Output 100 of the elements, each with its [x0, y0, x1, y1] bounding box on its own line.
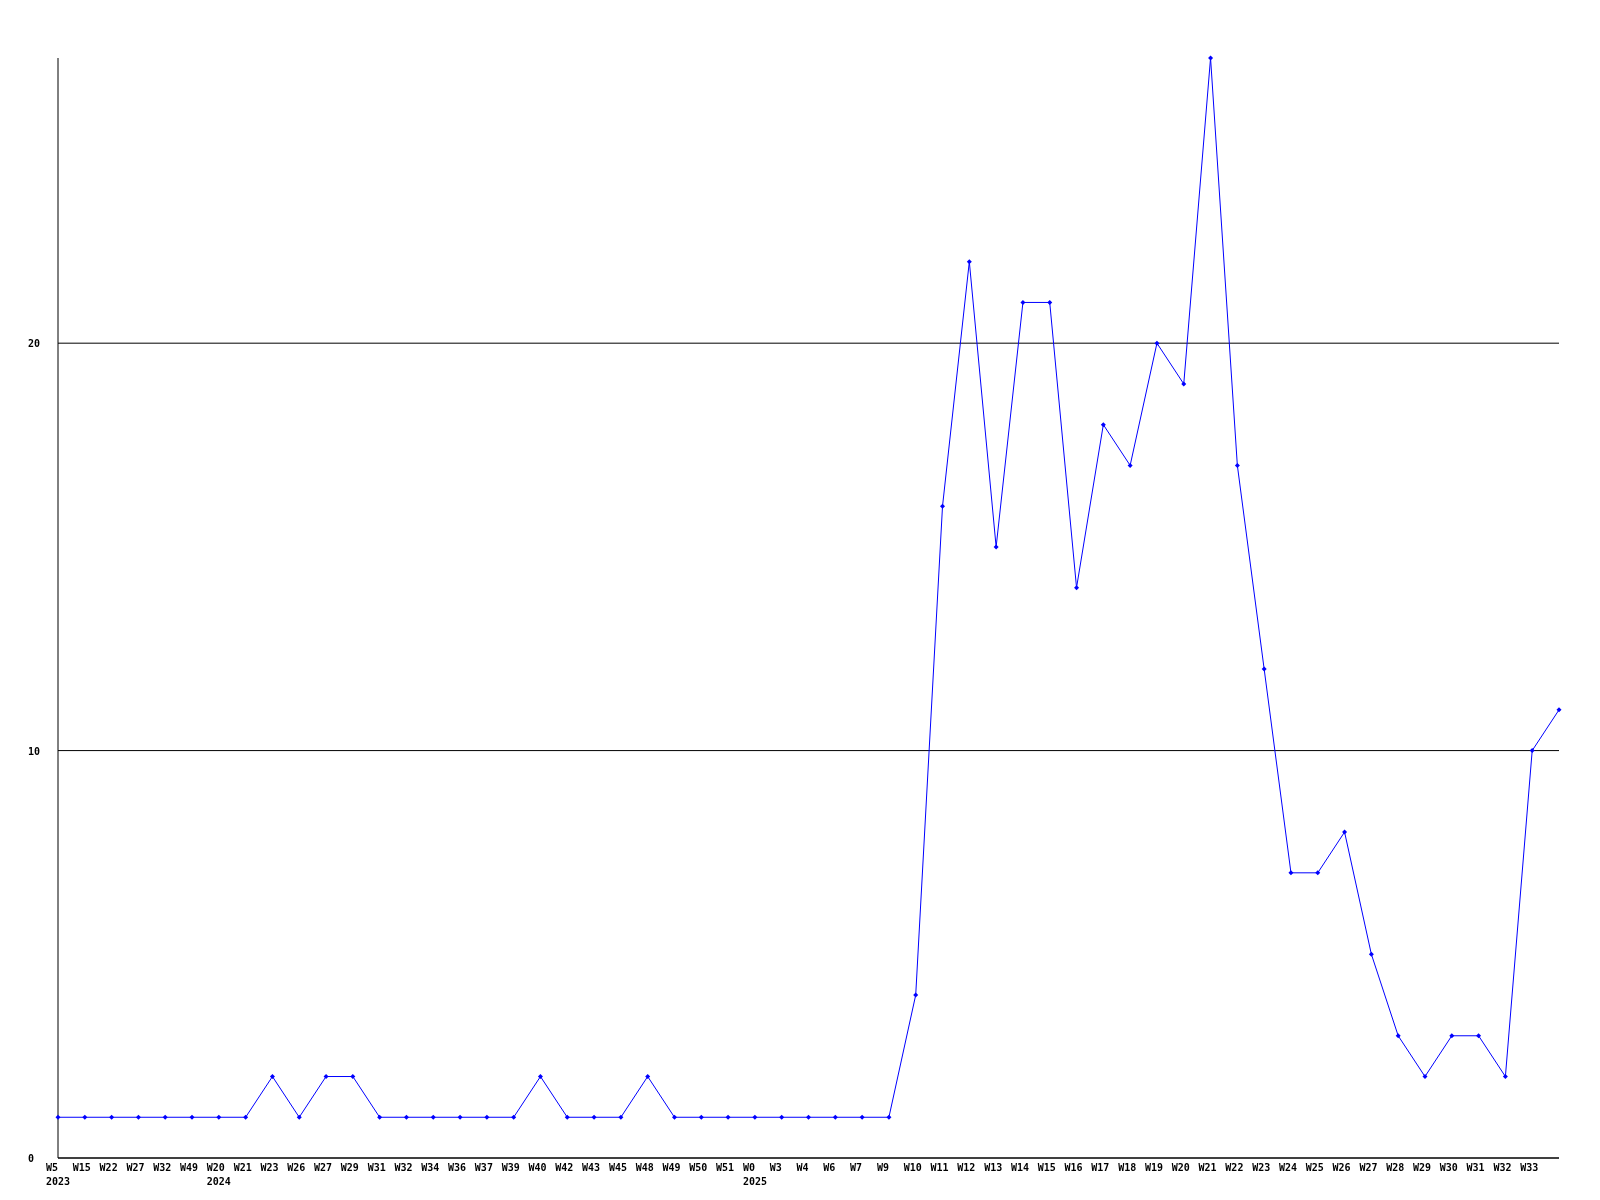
x-tick-label: W31: [1466, 1162, 1485, 1173]
point: [1315, 870, 1321, 876]
point: [1288, 870, 1294, 876]
point: [859, 1114, 865, 1120]
point: [779, 1114, 785, 1120]
point: [1261, 666, 1267, 672]
point: [511, 1114, 517, 1120]
point: [1127, 462, 1133, 468]
x-tick-label: W23: [260, 1162, 279, 1173]
x-tick-label: W21: [1198, 1162, 1217, 1173]
point: [1020, 299, 1026, 305]
point: [618, 1114, 624, 1120]
x-tick-label: W49: [180, 1162, 199, 1173]
point: [671, 1114, 677, 1120]
point: [135, 1114, 141, 1120]
x-tick-label: W14: [1010, 1162, 1029, 1173]
x-tick-label: W49: [662, 1162, 681, 1173]
point: [886, 1114, 892, 1120]
point: [1208, 55, 1214, 61]
x-tick-label: W31: [367, 1162, 386, 1173]
x-tick-label: W23: [1252, 1162, 1271, 1173]
x-tick-label: W50: [689, 1162, 708, 1173]
point: [216, 1114, 222, 1120]
point: [1368, 951, 1374, 957]
x-tick-label: W28: [1386, 1162, 1405, 1173]
point: [55, 1114, 61, 1120]
point: [725, 1114, 731, 1120]
point: [82, 1114, 88, 1120]
point: [966, 259, 972, 265]
x-tick-label: W42: [555, 1162, 574, 1173]
x-tick-label: W10: [903, 1162, 922, 1173]
x-tick-label: W0 2025: [742, 1162, 767, 1187]
x-tick-label: W39: [501, 1162, 520, 1173]
x-tick-label: W7: [850, 1162, 863, 1173]
point: [377, 1114, 383, 1120]
x-tick-label: W40: [528, 1162, 547, 1173]
x-tick-label: W24: [1278, 1162, 1298, 1173]
point: [752, 1114, 758, 1120]
x-tick-label: W43: [582, 1162, 601, 1173]
point: [1476, 1033, 1482, 1039]
point: [591, 1114, 597, 1120]
x-tick-label: W15: [1037, 1162, 1056, 1173]
point: [1502, 1074, 1508, 1080]
x-tick-label: W5 2023: [46, 1162, 71, 1187]
point: [189, 1114, 195, 1120]
x-tick-label: W45: [608, 1162, 627, 1173]
point: [403, 1114, 409, 1120]
point: [1529, 748, 1535, 754]
y-tick-label: 10: [28, 745, 41, 757]
x-tick-label: W29: [1412, 1162, 1432, 1173]
x-tick-label: W30: [1439, 1162, 1458, 1173]
x-tick-label: W27: [314, 1162, 333, 1173]
x-tick-label: W51: [716, 1162, 735, 1173]
x-tick-label: W32: [394, 1162, 413, 1173]
x-tick-label: W37: [474, 1162, 493, 1173]
x-tick-label: W22: [1225, 1162, 1244, 1173]
x-tick-label: W20: [1171, 1162, 1190, 1173]
point: [457, 1114, 463, 1120]
point: [940, 503, 946, 509]
point: [1100, 422, 1106, 428]
x-tick-label: W32: [153, 1162, 172, 1173]
point: [1449, 1033, 1455, 1039]
point: [832, 1114, 838, 1120]
x-tick-label: W16: [1064, 1162, 1083, 1173]
x-tick-label: W3: [769, 1162, 782, 1173]
point: [1181, 381, 1187, 387]
x-tick-label: W19: [1144, 1162, 1164, 1173]
x-tick-label: W48: [635, 1162, 654, 1173]
point: [243, 1114, 249, 1120]
x-tick-label: W21: [233, 1162, 252, 1173]
x-tick-label: W27: [1359, 1162, 1378, 1173]
x-tick-label: W34: [421, 1162, 440, 1173]
x-tick-label: W27: [126, 1162, 145, 1173]
point: [350, 1074, 356, 1080]
y-tick-label: 0: [28, 1153, 35, 1164]
x-tick-label: W33: [1520, 1162, 1539, 1173]
point: [993, 544, 999, 550]
x-tick-label: W26: [1332, 1162, 1351, 1173]
point: [430, 1114, 436, 1120]
point: [1342, 829, 1348, 835]
x-tick-label: W29: [340, 1162, 359, 1173]
point: [1556, 707, 1562, 713]
x-tick-label: W22: [99, 1162, 118, 1173]
point: [806, 1114, 811, 1120]
x-tick-label: W26: [287, 1162, 306, 1173]
point: [296, 1114, 302, 1120]
point: [323, 1074, 329, 1080]
x-tick-label: W15: [72, 1162, 91, 1173]
point: [645, 1074, 651, 1080]
point: [1234, 462, 1240, 468]
x-tick-label: W25: [1305, 1162, 1324, 1173]
x-tick-label: W13: [984, 1162, 1003, 1173]
x-tick-label: W12: [957, 1162, 976, 1173]
x-tick-label: W36: [448, 1162, 467, 1173]
point: [1154, 340, 1160, 346]
point: [1074, 585, 1080, 591]
x-tick-label: W32: [1493, 1162, 1512, 1173]
x-tick-label: W4: [796, 1162, 809, 1173]
point: [913, 992, 919, 998]
y-tick-label: 20: [28, 338, 41, 350]
